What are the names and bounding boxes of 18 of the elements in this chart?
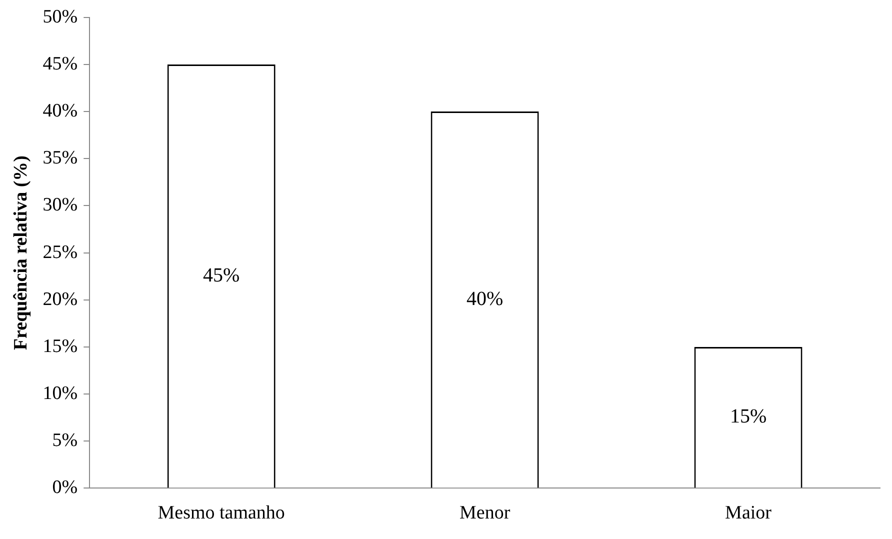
y-tick-label: 20% xyxy=(42,288,78,310)
y-tick-label: 35% xyxy=(42,148,78,169)
y-tick-label: 0% xyxy=(52,477,78,498)
x-tick-label: Menor xyxy=(459,502,511,524)
data-label: 45% xyxy=(203,264,240,286)
data-label: 15% xyxy=(730,406,767,428)
y-tick-label: 45% xyxy=(42,53,78,74)
x-tick-label: Mesmo tamanho xyxy=(158,502,285,524)
y-tick-label: 15% xyxy=(42,336,78,357)
y-tick-label: 30% xyxy=(42,194,78,216)
y-axis-title: Frequência relativa (%) xyxy=(10,156,32,350)
y-tick-label: 10% xyxy=(42,383,78,404)
y-tick-label: 40% xyxy=(42,100,78,122)
y-tick-label: 25% xyxy=(42,242,78,263)
data-label: 40% xyxy=(466,288,504,310)
y-tick-label: 50% xyxy=(42,6,78,28)
x-tick-label: Maior xyxy=(725,502,772,524)
y-tick-label: 5% xyxy=(52,430,78,452)
